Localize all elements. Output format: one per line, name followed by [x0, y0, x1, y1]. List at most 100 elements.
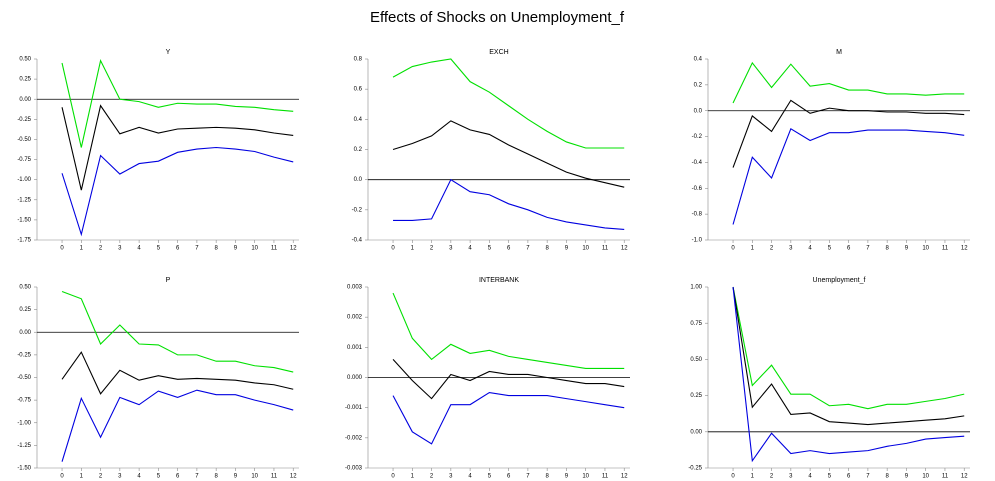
x-tick-label: 8: [545, 474, 549, 480]
x-tick-label: 0: [731, 474, 735, 480]
y-tick-label: -1.50: [17, 217, 31, 223]
response-line: [392, 359, 625, 400]
y-tick-label: -0.2: [692, 134, 703, 140]
y-tick-label: -0.50: [17, 137, 31, 143]
x-tick-label: 5: [488, 246, 492, 252]
y-tick-label: 0.50: [690, 357, 702, 363]
y-tick-label: 0.002: [347, 315, 363, 321]
y-tick-label: 0.75: [690, 321, 702, 327]
x-tick-label: 11: [271, 246, 278, 252]
y-tick-label: 0.25: [690, 393, 702, 399]
response-line: [61, 351, 294, 395]
y-tick-label: -0.6: [692, 186, 703, 192]
x-tick-label: 8: [214, 474, 218, 480]
x-tick-label: 5: [828, 246, 832, 252]
x-tick-label: 8: [885, 474, 889, 480]
x-tick-label: 6: [847, 246, 851, 252]
panel-title: P: [166, 277, 171, 284]
x-tick-label: 10: [582, 474, 589, 480]
y-tick-label: -0.4: [352, 238, 363, 244]
x-tick-label: 2: [430, 246, 434, 252]
x-tick-label: 11: [271, 474, 278, 480]
x-tick-label: 4: [808, 474, 812, 480]
y-tick-label: -0.75: [17, 398, 31, 404]
x-tick-label: 12: [290, 246, 297, 252]
x-tick-label: 2: [430, 474, 434, 480]
x-tick-label: 9: [565, 246, 569, 252]
x-tick-label: 3: [449, 474, 453, 480]
panel-title: EXCH: [489, 49, 508, 56]
x-tick-label: 2: [770, 474, 774, 480]
y-tick-label: -0.25: [17, 352, 31, 358]
response-line: [61, 146, 294, 237]
x-tick-label: 2: [770, 246, 774, 252]
y-tick-label: 0.00: [19, 97, 31, 103]
x-tick-label: 9: [565, 474, 569, 480]
response-line: [732, 286, 965, 426]
x-tick-label: 7: [866, 246, 870, 252]
y-tick-label: -0.002: [345, 435, 363, 441]
y-tick-label: 0.6: [354, 87, 363, 93]
y-tick-label: 0.25: [19, 307, 31, 313]
y-tick-label: 0.000: [347, 375, 363, 381]
x-tick-label: 6: [507, 474, 511, 480]
response-line: [392, 292, 625, 369]
x-tick-label: 11: [942, 246, 949, 252]
x-tick-label: 5: [828, 474, 832, 480]
x-tick-label: 10: [251, 246, 258, 252]
x-tick-label: 5: [157, 246, 161, 252]
y-tick-label: -0.001: [345, 405, 363, 411]
response-line: [61, 291, 294, 373]
x-tick-label: 10: [582, 246, 589, 252]
y-tick-label: 0.003: [347, 285, 363, 291]
x-tick-label: 1: [411, 474, 415, 480]
x-tick-label: 9: [234, 246, 238, 252]
x-tick-label: 4: [468, 474, 472, 480]
x-tick-label: 6: [176, 246, 180, 252]
response-line: [732, 128, 965, 225]
x-tick-label: 10: [922, 246, 929, 252]
y-tick-label: 0.50: [19, 285, 31, 291]
x-tick-label: 7: [526, 246, 530, 252]
response-line: [732, 61, 965, 104]
x-tick-label: 1: [751, 246, 755, 252]
x-tick-label: 2: [99, 474, 103, 480]
x-tick-label: 3: [789, 246, 793, 252]
y-tick-label: 0.4: [354, 117, 363, 123]
x-tick-label: 3: [449, 246, 453, 252]
y-tick-label: 0.2: [354, 147, 363, 153]
y-tick-label: 0.0: [694, 108, 703, 114]
x-tick-label: 1: [80, 474, 84, 480]
y-tick-label: -0.2: [352, 207, 363, 213]
x-tick-label: 1: [411, 246, 415, 252]
x-tick-label: 7: [866, 474, 870, 480]
y-tick-label: -0.4: [692, 160, 703, 166]
y-tick-label: 1.00: [690, 285, 702, 291]
x-tick-label: 12: [961, 474, 968, 480]
x-tick-label: 12: [961, 246, 968, 252]
response-line: [61, 389, 294, 462]
x-tick-label: 9: [905, 246, 909, 252]
panel-title: Y: [166, 49, 171, 56]
response-line: [61, 58, 294, 148]
response-line: [393, 178, 625, 230]
x-tick-label: 12: [290, 474, 297, 480]
x-tick-label: 1: [751, 474, 755, 480]
x-tick-label: 4: [468, 246, 472, 252]
x-tick-label: 4: [137, 474, 141, 480]
x-tick-label: 10: [922, 474, 929, 480]
x-tick-label: 8: [214, 246, 218, 252]
x-tick-label: 0: [60, 246, 64, 252]
x-tick-label: 4: [808, 246, 812, 252]
response-line: [392, 392, 625, 445]
response-line: [732, 286, 965, 463]
panel-title: INTERBANK: [479, 277, 519, 284]
response-line: [61, 104, 294, 191]
y-tick-label: -0.50: [17, 375, 31, 381]
y-tick-label: 0.50: [19, 57, 31, 63]
panel-title: Unemployment_f: [813, 277, 866, 284]
x-tick-label: 11: [602, 474, 609, 480]
response-line: [732, 99, 965, 168]
x-tick-label: 8: [885, 246, 889, 252]
panel-title: M: [836, 49, 842, 56]
